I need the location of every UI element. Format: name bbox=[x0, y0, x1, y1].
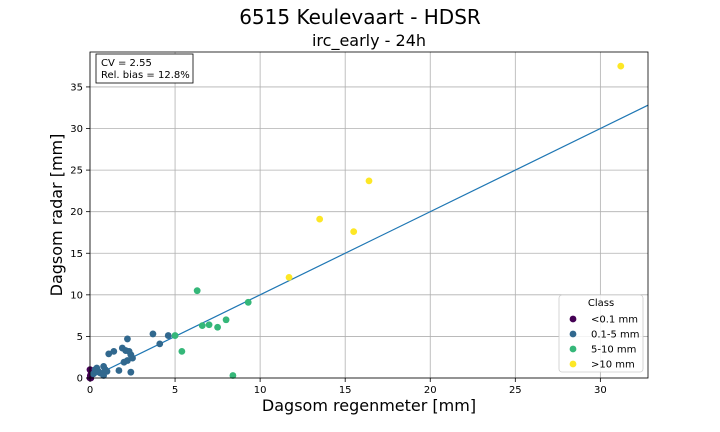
y-tick-label: 35 bbox=[70, 82, 83, 93]
data-point bbox=[617, 62, 625, 70]
x-tick-label: 30 bbox=[594, 385, 607, 396]
legend-marker bbox=[569, 330, 577, 338]
data-point bbox=[110, 347, 118, 355]
chart-title: 6515 Keulevaart - HDSR bbox=[239, 5, 481, 29]
y-tick-label: 25 bbox=[70, 166, 83, 177]
data-point bbox=[365, 177, 373, 185]
data-point bbox=[350, 228, 358, 236]
data-point bbox=[105, 350, 113, 358]
legend-marker bbox=[569, 360, 577, 368]
fit-line bbox=[89, 104, 649, 379]
y-tick-label: 5 bbox=[77, 332, 83, 343]
stats-cv: CV = 2.55 bbox=[101, 58, 152, 69]
y-tick-label: 10 bbox=[70, 290, 83, 301]
legend-marker bbox=[569, 315, 577, 323]
y-axis-label: Dagsom radar [mm] bbox=[47, 134, 66, 297]
axis-ticks: 0 5 10 15 20 25 30 0 5 10 15 20 25 30 35 bbox=[70, 82, 606, 396]
chart-subtitle: irc_early - 24h bbox=[312, 31, 426, 51]
data-point bbox=[100, 372, 108, 379]
data-points bbox=[86, 62, 625, 382]
data-point bbox=[229, 372, 237, 379]
data-point bbox=[198, 322, 206, 330]
legend-frame bbox=[558, 294, 644, 373]
data-point bbox=[115, 367, 123, 374]
y-tick-label: 15 bbox=[70, 249, 83, 260]
grid bbox=[89, 52, 648, 379]
data-point bbox=[127, 368, 135, 376]
stats-box: CV = 2.55 Rel. bias = 12.8% bbox=[95, 53, 194, 84]
stats-rel-bias: Rel. bias = 12.8% bbox=[101, 70, 190, 81]
legend: Class <0.1 mm 0.1-5 mm 5-10 mm >10 mm bbox=[558, 294, 644, 373]
data-point bbox=[156, 340, 164, 348]
data-point bbox=[124, 357, 131, 364]
legend-title: Class bbox=[588, 298, 614, 309]
y-tick-label: 20 bbox=[70, 207, 83, 218]
plot-frame bbox=[89, 51, 649, 379]
fit-line-group bbox=[89, 104, 649, 379]
data-point bbox=[171, 332, 179, 339]
data-point bbox=[178, 347, 186, 355]
x-tick-label: 0 bbox=[87, 385, 93, 396]
data-point bbox=[244, 298, 252, 306]
legend-label: >10 mm bbox=[591, 360, 635, 371]
x-tick-label: 15 bbox=[339, 385, 352, 396]
x-tick-label: 10 bbox=[254, 385, 267, 396]
data-point bbox=[193, 287, 201, 295]
data-point bbox=[129, 354, 136, 362]
legend-label: 0.1-5 mm bbox=[591, 330, 640, 341]
data-point bbox=[124, 335, 131, 343]
data-point bbox=[222, 316, 230, 324]
x-tick-label: 5 bbox=[172, 385, 178, 396]
x-tick-label: 25 bbox=[509, 385, 522, 396]
legend-label: 5-10 mm bbox=[591, 345, 636, 356]
legend-marker bbox=[569, 345, 577, 353]
x-tick-label: 20 bbox=[424, 385, 437, 396]
x-axis-label: Dagsom regenmeter [mm] bbox=[262, 396, 476, 415]
y-tick-label: 0 bbox=[77, 374, 83, 385]
y-tick-label: 30 bbox=[70, 124, 83, 135]
stats-box-frame bbox=[95, 53, 194, 84]
data-point bbox=[285, 273, 293, 281]
data-point bbox=[149, 330, 157, 338]
data-point bbox=[164, 332, 172, 339]
data-point bbox=[316, 215, 324, 223]
data-point bbox=[205, 321, 213, 329]
legend-label: <0.1 mm bbox=[591, 315, 638, 326]
data-point bbox=[214, 323, 221, 331]
